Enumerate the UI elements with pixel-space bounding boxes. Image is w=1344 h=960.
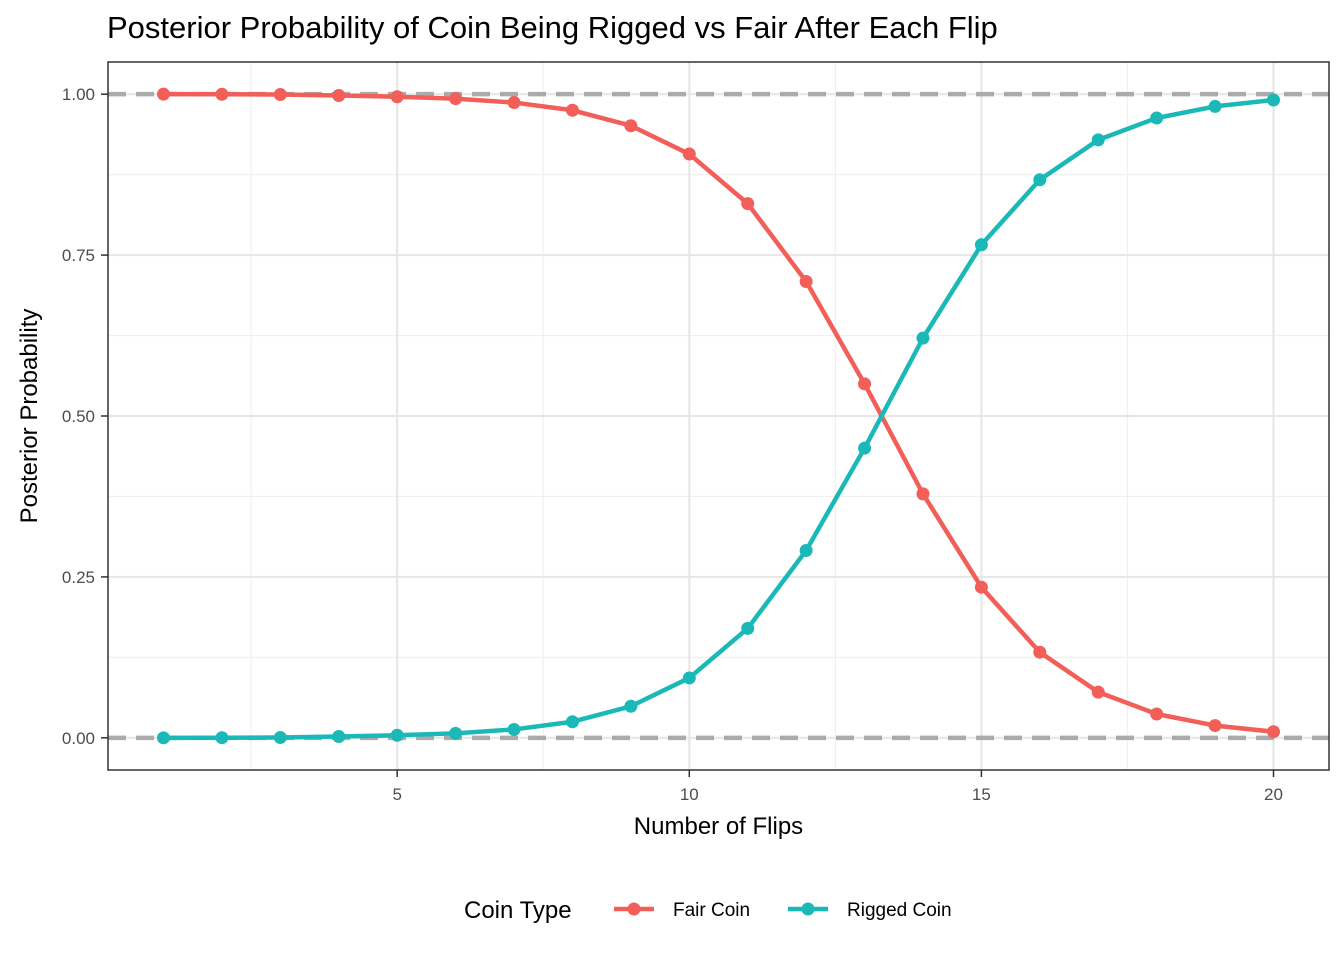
data-point-rigged-coin <box>449 726 463 740</box>
data-point-fair-coin <box>858 377 872 391</box>
series-layer <box>157 87 1280 745</box>
y-tick-label: 1.00 <box>62 85 95 104</box>
x-tick-label: 20 <box>1264 785 1283 804</box>
data-point-rigged-coin <box>858 441 872 455</box>
y-tick-label: 0.25 <box>62 568 95 587</box>
y-tick-label: 0.75 <box>62 246 95 265</box>
legend-swatch-point-fair-coin <box>627 902 641 916</box>
data-point-fair-coin <box>799 274 813 288</box>
data-point-rigged-coin <box>1033 173 1047 187</box>
data-point-rigged-coin <box>1150 111 1164 125</box>
data-point-rigged-coin <box>974 238 988 252</box>
data-point-fair-coin <box>1033 645 1047 659</box>
data-point-fair-coin <box>1150 707 1164 721</box>
data-point-fair-coin <box>624 119 638 133</box>
data-point-fair-coin <box>273 88 287 102</box>
data-point-fair-coin <box>974 580 988 594</box>
data-point-fair-coin <box>507 96 521 110</box>
legend: Coin Type Fair Coin Rigged Coin <box>464 897 952 924</box>
legend-label-fair-coin: Fair Coin <box>673 900 750 921</box>
data-point-rigged-coin <box>624 699 638 713</box>
x-tick-label: 5 <box>392 785 401 804</box>
data-point-fair-coin <box>1267 725 1280 739</box>
data-point-rigged-coin <box>1208 99 1222 113</box>
x-axis-title: Number of Flips <box>634 813 803 840</box>
x-tick-label: 15 <box>972 785 991 804</box>
legend-label-rigged-coin: Rigged Coin <box>847 900 952 921</box>
chart-title: Posterior Probability of Coin Being Rigg… <box>107 10 998 45</box>
data-point-rigged-coin <box>390 728 404 742</box>
data-point-fair-coin <box>332 88 346 102</box>
data-point-fair-coin <box>390 90 404 104</box>
series-line-rigged-coin <box>163 97 1274 741</box>
legend-title: Coin Type <box>464 897 572 924</box>
data-point-rigged-coin <box>157 731 170 745</box>
x-axis-ticks: 5 10 15 20 <box>392 770 1283 804</box>
data-point-fair-coin <box>741 197 755 211</box>
y-tick-label: 0.00 <box>62 729 95 748</box>
major-gridlines <box>108 62 1329 770</box>
series-line-fair-coin <box>163 91 1274 734</box>
data-point-rigged-coin <box>565 715 579 729</box>
data-point-rigged-coin <box>916 331 930 345</box>
data-point-rigged-coin <box>215 731 229 745</box>
data-point-fair-coin <box>916 487 930 501</box>
data-point-fair-coin <box>682 147 696 161</box>
data-point-fair-coin <box>449 92 463 106</box>
data-point-fair-coin <box>157 87 170 101</box>
y-tick-label: 0.50 <box>62 407 95 426</box>
y-axis-ticks: 0.00 0.25 0.50 0.75 1.00 <box>62 85 108 748</box>
data-point-rigged-coin <box>741 621 755 635</box>
data-point-rigged-coin <box>1267 93 1280 107</box>
data-point-rigged-coin <box>273 730 287 744</box>
data-point-rigged-coin <box>507 722 521 736</box>
x-tick-label: 10 <box>680 785 699 804</box>
data-point-fair-coin <box>1091 685 1105 699</box>
data-point-rigged-coin <box>682 671 696 685</box>
y-axis-title: Posterior Probability <box>16 309 43 524</box>
legend-swatch-point-rigged-coin <box>801 902 815 916</box>
data-point-rigged-coin <box>799 544 813 558</box>
data-point-fair-coin <box>215 87 229 101</box>
data-point-fair-coin <box>1208 719 1222 733</box>
data-point-rigged-coin <box>1091 133 1105 147</box>
data-point-rigged-coin <box>332 730 346 744</box>
data-point-fair-coin <box>565 103 579 117</box>
